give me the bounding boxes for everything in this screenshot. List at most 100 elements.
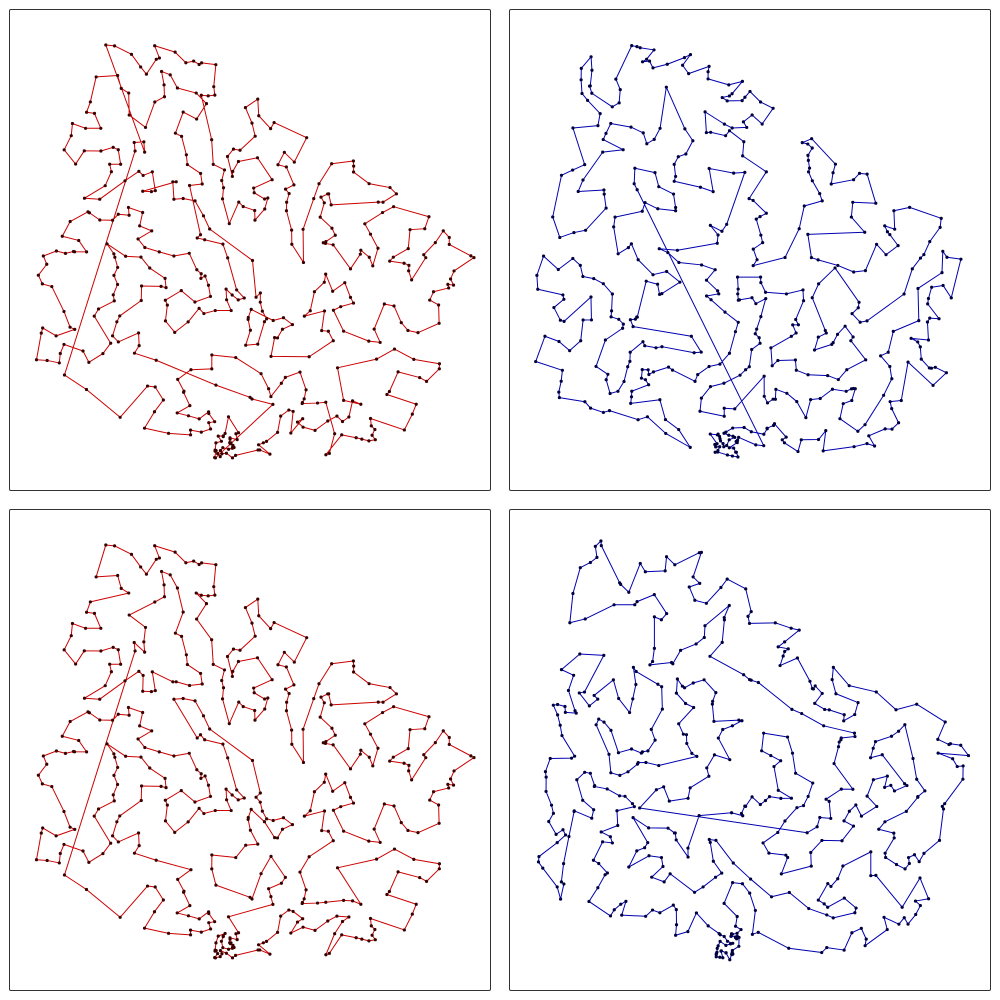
tour-node — [811, 781, 815, 785]
tour-node — [808, 679, 812, 683]
tour-node — [330, 162, 334, 166]
tour-node — [674, 205, 678, 210]
tour-node — [674, 923, 679, 927]
tour-node — [831, 916, 835, 920]
tour-node — [225, 298, 229, 302]
tour-node — [189, 368, 193, 372]
tour-node — [301, 760, 306, 765]
tour-node — [810, 146, 814, 150]
tour-node — [811, 687, 815, 691]
tour-node — [601, 840, 605, 844]
tour-node — [363, 222, 367, 226]
tour-node — [643, 378, 648, 382]
tour-node — [916, 340, 920, 344]
tour-node — [640, 209, 644, 213]
tour-node — [685, 741, 689, 746]
tour-node — [596, 697, 600, 701]
tour-node — [656, 207, 660, 211]
tour-node — [590, 91, 594, 95]
tour-node — [880, 753, 884, 757]
tour-node — [883, 851, 887, 855]
tour-node — [894, 862, 899, 867]
tour-node — [708, 223, 712, 227]
tour-node — [279, 381, 283, 385]
tour-node — [688, 786, 692, 790]
tour-node — [626, 246, 630, 250]
tour-node — [841, 402, 845, 406]
tour-node — [596, 124, 600, 128]
tour-node — [225, 154, 230, 159]
tour-node — [578, 566, 582, 570]
tour-node — [258, 300, 262, 304]
tour-node — [407, 269, 411, 273]
tour-node — [864, 937, 868, 941]
tour-node — [257, 114, 261, 118]
tour-node — [148, 766, 152, 770]
tour-node — [627, 590, 631, 594]
tour-node — [673, 563, 677, 567]
tour-node — [655, 282, 660, 286]
tour-node — [727, 94, 731, 98]
tour-node — [786, 855, 790, 860]
tour-node — [827, 799, 831, 803]
tour-node — [137, 344, 141, 348]
tour-node — [893, 227, 897, 231]
tour-node — [776, 830, 780, 835]
tour-node — [236, 298, 240, 302]
tour-node — [428, 298, 432, 302]
tour-node — [853, 734, 857, 739]
tour-node — [610, 841, 614, 845]
tour-node — [181, 196, 185, 201]
tour-node — [903, 782, 907, 786]
tour-node — [588, 406, 593, 410]
tour-node — [658, 126, 662, 130]
tour-node — [578, 652, 582, 656]
tour-node — [558, 318, 562, 322]
tour-node — [250, 121, 254, 125]
tour-node — [157, 56, 161, 60]
tour-node — [270, 678, 274, 682]
tour-node — [764, 170, 768, 174]
tour-node — [744, 587, 748, 591]
tour-node — [843, 324, 847, 328]
tour-node — [785, 391, 789, 395]
tour-node — [230, 293, 234, 297]
tour-node — [447, 235, 451, 240]
tour-node — [165, 803, 169, 807]
tour-node — [369, 924, 373, 928]
tour-node — [759, 315, 763, 319]
tour-node — [794, 331, 798, 335]
tour-node — [84, 110, 89, 114]
tour-node — [557, 395, 561, 400]
tour-node — [229, 808, 233, 813]
tour-node — [695, 754, 699, 758]
tour-node — [256, 842, 260, 846]
tour-node — [98, 718, 102, 722]
tour-node — [367, 339, 371, 343]
tour-node — [762, 394, 766, 398]
tour-node — [152, 410, 157, 414]
tour-node — [756, 930, 760, 934]
tour-node — [769, 895, 774, 899]
tour-node — [829, 816, 833, 821]
tour-node — [213, 593, 217, 597]
tour-node — [664, 555, 669, 559]
tour-node — [116, 340, 120, 344]
tour-node — [796, 449, 800, 454]
tour-node — [699, 350, 703, 354]
tour-node — [243, 106, 248, 110]
tour-node — [644, 914, 648, 918]
tour-node — [668, 872, 672, 876]
tour-node — [610, 292, 614, 296]
tour-node — [157, 556, 161, 560]
tour-node — [320, 328, 324, 333]
tour-node — [118, 415, 122, 419]
tour-node — [469, 754, 473, 758]
tour-node — [396, 870, 400, 874]
tour-node — [317, 682, 321, 686]
tour-node — [45, 358, 49, 363]
tour-node — [795, 806, 799, 810]
tour-node — [223, 931, 227, 936]
tour-node — [783, 640, 787, 644]
tour-node — [560, 733, 564, 738]
